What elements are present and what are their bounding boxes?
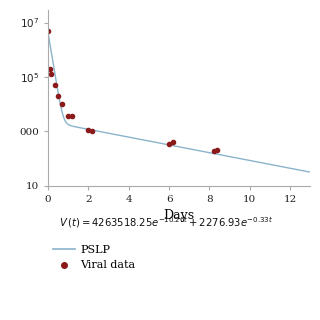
Legend: PSLP, Viral data: PSLP, Viral data bbox=[48, 240, 140, 275]
Text: $V\,(t) = 4263518.25e^{-10.26t} + 2276.93e^{-0.33t}$: $V\,(t) = 4263518.25e^{-10.26t} + 2276.9… bbox=[59, 215, 274, 230]
X-axis label: Days: Days bbox=[164, 209, 195, 222]
